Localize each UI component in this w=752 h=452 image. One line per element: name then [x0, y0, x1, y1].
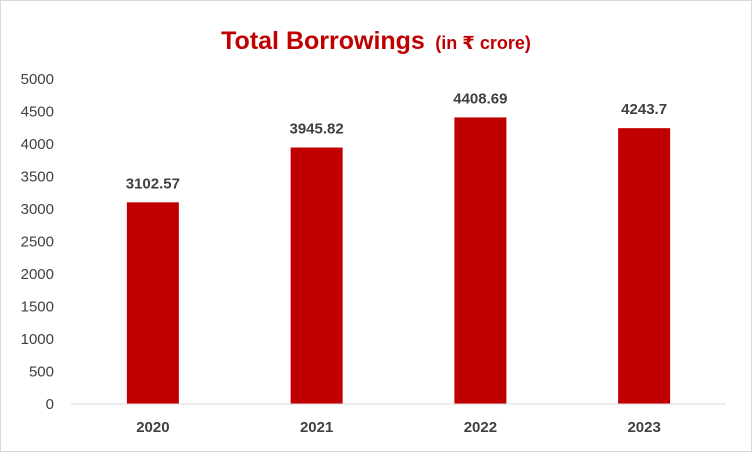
- y-tick-label: 4500: [21, 104, 54, 121]
- bar-2021: [290, 147, 343, 404]
- y-axis: 0 500 1000 1500 2000 2500 3000 3500 4000 4500 5000: [21, 71, 54, 413]
- bar-2022: [454, 117, 507, 404]
- data-label-2022: 4408.69: [453, 90, 507, 107]
- chart-title: Total Borrowings (in ₹ crore): [221, 27, 531, 55]
- data-labels: 3102.57 3945.82 4408.69 4243.7: [126, 90, 667, 192]
- y-tick-label: 3500: [21, 169, 54, 186]
- y-tick-label: 1000: [21, 331, 54, 348]
- x-tick-label: 2022: [464, 419, 497, 436]
- y-tick-label: 4000: [21, 136, 54, 153]
- data-label-2020: 3102.57: [126, 175, 180, 192]
- y-tick-label: 1500: [21, 299, 54, 316]
- bar-series: [126, 117, 671, 405]
- chart-title-main: Total Borrowings: [221, 27, 425, 55]
- data-label-2023: 4243.7: [621, 101, 667, 118]
- y-tick-label: 2000: [21, 266, 54, 283]
- bar-2020: [126, 202, 179, 404]
- x-axis: 2020 2021 2022 2023: [136, 419, 661, 436]
- bar-2023: [618, 128, 671, 405]
- chart-title-unit: (in ₹ crore): [435, 33, 531, 53]
- y-tick-label: 0: [46, 396, 54, 413]
- x-tick-label: 2023: [627, 419, 660, 436]
- x-tick-label: 2021: [300, 419, 333, 436]
- y-tick-label: 500: [29, 364, 54, 381]
- y-tick-label: 3000: [21, 201, 54, 218]
- x-tick-label: 2020: [136, 419, 169, 436]
- data-label-2021: 3945.82: [290, 121, 344, 138]
- y-tick-label: 5000: [21, 71, 54, 88]
- y-tick-label: 2500: [21, 234, 54, 251]
